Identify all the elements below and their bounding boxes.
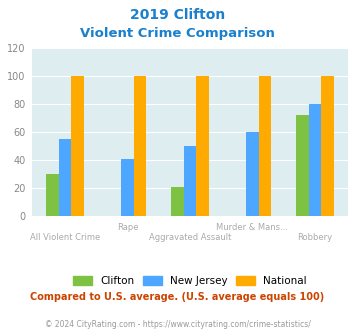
Bar	[71, 76, 84, 216]
Bar	[171, 187, 184, 216]
Text: Aggravated Assault: Aggravated Assault	[149, 233, 231, 242]
Bar	[196, 76, 209, 216]
Text: © 2024 CityRating.com - https://www.cityrating.com/crime-statistics/: © 2024 CityRating.com - https://www.city…	[45, 320, 310, 329]
Text: Compared to U.S. average. (U.S. average equals 100): Compared to U.S. average. (U.S. average …	[31, 292, 324, 302]
Text: Rape: Rape	[117, 223, 138, 232]
Bar	[246, 132, 258, 216]
Bar	[321, 76, 334, 216]
Bar	[184, 146, 196, 216]
Bar	[121, 159, 134, 216]
Text: All Violent Crime: All Violent Crime	[30, 233, 100, 242]
Text: 2019 Clifton: 2019 Clifton	[130, 8, 225, 22]
Bar	[308, 104, 321, 216]
Bar	[258, 76, 271, 216]
Bar	[296, 115, 308, 216]
Bar	[46, 174, 59, 216]
Text: Robbery: Robbery	[297, 233, 332, 242]
Text: Violent Crime Comparison: Violent Crime Comparison	[80, 27, 275, 40]
Bar	[59, 139, 71, 216]
Bar	[134, 76, 146, 216]
Text: Murder & Mans...: Murder & Mans...	[217, 223, 288, 232]
Legend: Clifton, New Jersey, National: Clifton, New Jersey, National	[69, 272, 311, 290]
